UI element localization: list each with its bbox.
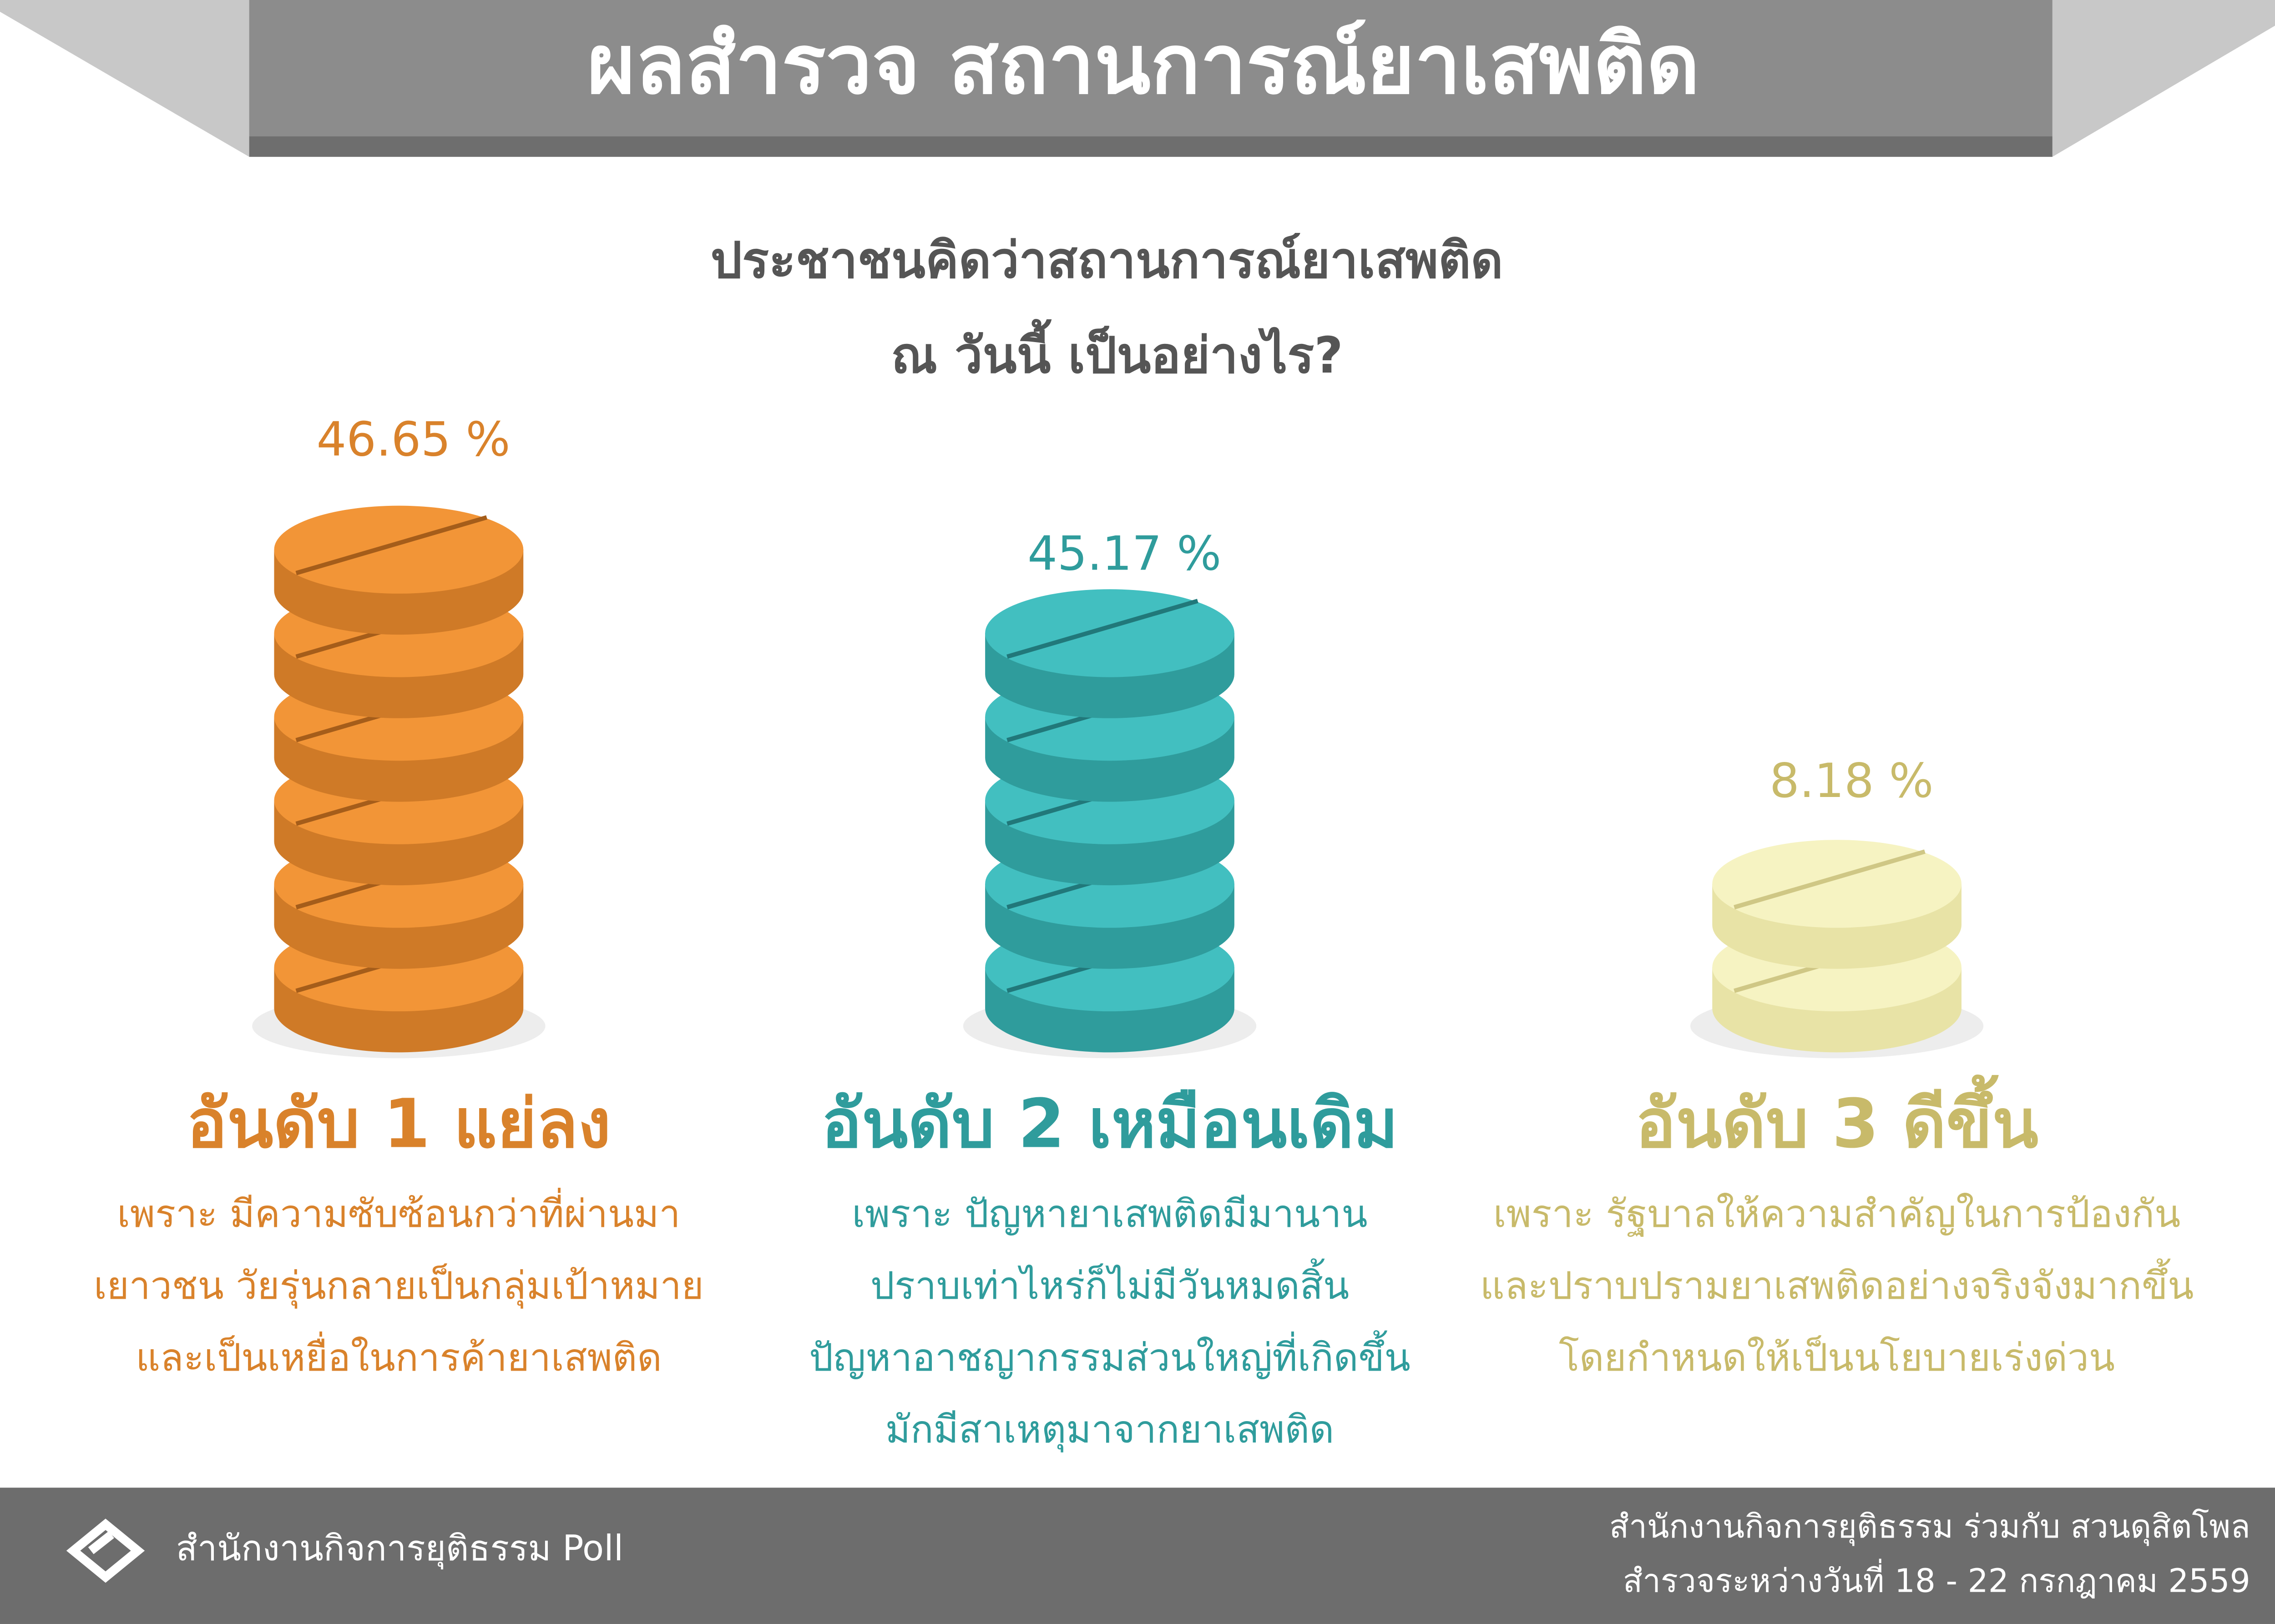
percent-label: 46.65 % bbox=[317, 412, 511, 467]
reason-line: โดยกำหนดให้เป็นนโยบายเร่งด่วน bbox=[1559, 1335, 2115, 1380]
pill-top bbox=[985, 589, 1234, 677]
reason-line: ปัญหาอาชญากรรมส่วนใหญ่ที่เกิดขึ้น bbox=[809, 1330, 1410, 1380]
footer bbox=[0, 1488, 2275, 1624]
logo-stroke bbox=[88, 1531, 114, 1554]
question-line: ณ วันนี้ เป็นอย่างไร? bbox=[891, 319, 1343, 384]
pill-top bbox=[274, 505, 524, 594]
percent-label: 45.17 % bbox=[1027, 527, 1221, 581]
footer-left: สำนักงานกิจการยุติธรรม Poll bbox=[176, 1528, 624, 1570]
reason-line: และเป็นเหยื่อในการค้ายาเสพติด bbox=[136, 1331, 662, 1380]
reason-line: และปราบปรามยาเสพติดอย่างจริงจังมากขึ้น bbox=[1480, 1258, 2194, 1308]
footer-right: สำรวจระหว่างวันที่ 18 - 22 กรกฎาคม 2559 bbox=[1623, 1558, 2250, 1599]
reason-line: มักมีสาเหตุมาจากยาเสพติด bbox=[885, 1407, 1335, 1453]
pill-groove bbox=[1734, 849, 1926, 910]
reason-line: เพราะ รัฐบาลให้ความสำคัญในการป้องกัน bbox=[1493, 1191, 2181, 1237]
banner bbox=[249, 0, 2053, 136]
logo-shape bbox=[66, 1518, 145, 1583]
reason-line: เยาวชน วัยรุ่นกลายเป็นกลุ่มเป้าหมาย bbox=[94, 1263, 704, 1309]
reason-line: เพราะ ปัญหายาเสพติดมีมานาน bbox=[852, 1191, 1367, 1236]
pill-groove bbox=[1006, 599, 1198, 659]
reason-line: ปราบเท่าไหร่ก็ไม่มีวันหมดสิ้น bbox=[870, 1258, 1349, 1308]
question-line: ประชาชนคิดว่าสถานการณ์ยาเสพติด bbox=[711, 231, 1503, 289]
pill-top bbox=[1712, 840, 1962, 928]
rank-heading: อันดับ 2 เหมือนเดิม bbox=[821, 1084, 1398, 1163]
percent-label: 8.18 % bbox=[1769, 754, 1933, 808]
logo bbox=[66, 1518, 145, 1583]
reason-line: เพราะ มีความซับซ้อนกว่าที่ผ่านมา bbox=[117, 1188, 680, 1236]
banner-edge bbox=[249, 136, 2053, 157]
rank-heading: อันดับ 3 ดีขึ้น bbox=[1635, 1074, 2038, 1163]
rank-heading: อันดับ 1 แย่ลง bbox=[187, 1084, 611, 1163]
title: ผลสำรวจ สถานการณ์ยาเสพติด bbox=[587, 17, 1700, 112]
footer-right: สำนักงานกิจการยุติธรรม ร่วมกับ สวนดุสิตโ… bbox=[1609, 1508, 2250, 1546]
pill-groove bbox=[295, 515, 488, 575]
